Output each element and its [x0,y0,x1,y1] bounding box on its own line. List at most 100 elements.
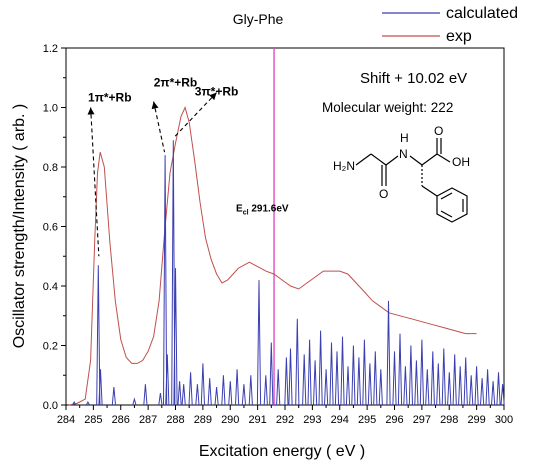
calculated-stick [430,351,435,406]
calculated-stick [386,300,391,406]
calculated-stick [491,381,496,406]
calculated-stick [367,363,372,406]
x-tick-label: 288 [166,414,184,426]
y-tick-label: 0.6 [43,222,58,234]
calculated-stick [132,397,137,406]
calculated-stick [458,366,463,406]
y-tick-label: 1.0 [43,103,58,115]
calculated-stick [241,384,246,406]
legend-exp-label: exp [446,28,472,45]
annotation-arrow [153,101,166,153]
calculated-stick [408,345,413,406]
annotation-arrowhead [87,107,95,115]
calculated-stick [158,393,163,406]
calculated-stick [173,268,178,406]
x-tick-label: 294 [331,414,349,426]
x-tick-label: 297 [413,414,431,426]
y-tick-label: 0.2 [43,341,58,353]
calculated-stick [263,375,268,406]
calculated-stick [276,369,281,406]
oh-label: OH [452,155,470,169]
annotation-arrowhead [151,101,159,110]
h2n-label: H₂N [333,159,355,173]
plot-area [65,47,505,406]
x-tick-label: 290 [221,414,239,426]
calculated-stick [345,366,351,406]
x-tick-label: 296 [385,414,403,426]
exp-series [68,106,477,406]
calculated-stick [200,363,205,406]
calculated-stick [188,372,193,406]
calculated-stick [373,351,378,406]
calculated-stick [111,387,116,406]
y-axis-label: Oscillator strength/Intensity ( arb. ) [11,104,28,349]
calculated-stick [362,339,367,406]
calculated-stick [485,369,490,406]
calculated-stick [397,333,403,406]
calculated-stick [469,375,474,406]
calculated-stick [177,381,182,406]
calculated-stick [248,375,253,406]
y-tick-label: 0.0 [43,400,58,412]
calculated-stick [207,378,212,406]
calculated-stick [85,400,90,406]
calculated-stick [436,363,441,406]
x-tick-label: 293 [303,414,321,426]
calculated-stick [228,381,233,406]
calculated-stick [480,378,485,406]
x-tick-label: 299 [467,414,485,426]
calculated-stick [214,387,219,406]
calculated-stick [269,342,274,406]
x-tick-label: 286 [112,414,130,426]
nh-n-label: N [399,147,408,161]
calculated-stick [171,140,176,406]
calculated-stick [452,354,457,406]
o-label-2: O [434,124,443,138]
calculated-stick [284,357,289,406]
calculated-stick [392,351,397,406]
calculated-stick [72,400,77,406]
x-tick-label: 284 [57,414,75,426]
calculated-stick [334,351,340,406]
x-tick-label: 289 [194,414,212,426]
calculated-stick [474,366,479,406]
calculated-stick [329,342,334,406]
exp-line [68,106,477,406]
calculated-stick [181,384,186,406]
nh-h-label: H [400,131,409,145]
axes: 284 285 286 287 288 289 290 291 292 293 294 295 296 2… [43,43,513,426]
annotation-arrowhead [209,92,217,101]
cl-line-layer: Ecl 291.6eV [236,48,289,405]
calculated-stick [414,360,419,406]
legend: calculated exp [382,5,518,45]
calculated-series [72,140,505,406]
y-tick-label: 0.4 [43,281,58,293]
y-tick-label: 1.2 [43,43,58,55]
x-tick-label: 291 [248,414,266,426]
calculated-stick [302,354,307,406]
calculated-stick [500,384,505,406]
calculated-stick [463,357,468,406]
chart-title: Gly-Phe [233,11,284,27]
shift-text: Shift + 10.02 eV [360,70,467,87]
x-tick-label: 300 [495,414,513,426]
calculated-stick [165,354,170,406]
calculated-stick [356,357,361,406]
annotation-arrow [173,92,217,138]
calculated-stick [221,375,226,406]
x-tick-label: 295 [358,414,376,426]
y-tick-label: 0.8 [43,162,58,174]
calculated-stick [324,369,329,406]
molecule-labels: H₂N H N O O OH [333,124,470,201]
annotation-label: 2π*+Rb [154,76,198,90]
calculated-stick [351,345,356,406]
calculated-stick [378,369,383,406]
calculated-stick [441,348,446,406]
calculated-stick [318,330,323,406]
calculated-stick [163,155,168,406]
calculated-stick [98,369,103,406]
calculated-stick [340,336,345,406]
o-label-1: O [379,187,388,201]
calculated-stick [235,369,240,406]
